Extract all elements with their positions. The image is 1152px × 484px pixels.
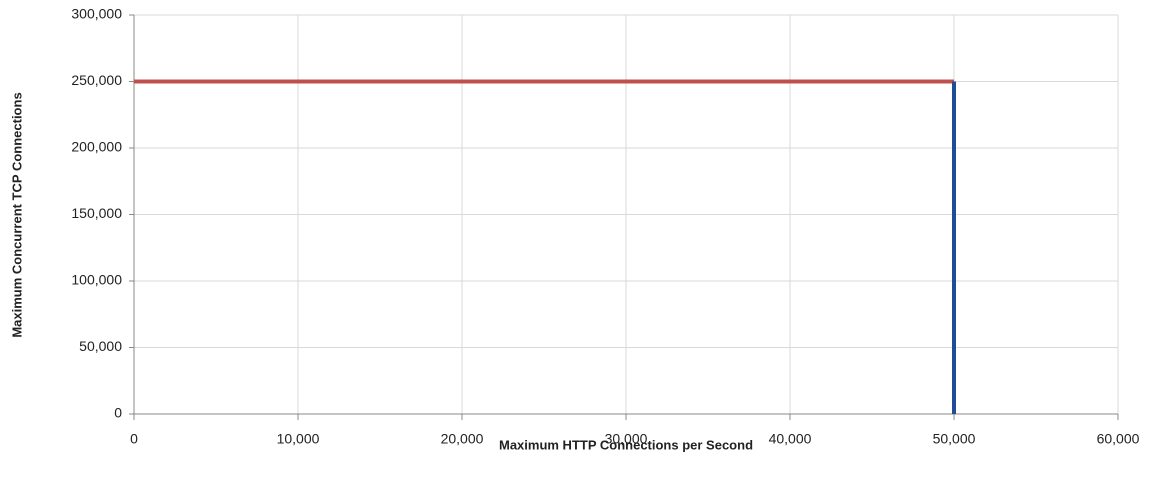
x-tick-label: 50,000	[933, 431, 976, 447]
x-tick-label: 60,000	[1097, 431, 1140, 447]
x-tick-label: 30,000	[605, 431, 648, 447]
x-tick-label: 0	[130, 431, 138, 447]
y-tick-label: 0	[114, 405, 122, 421]
x-axis-title: Maximum HTTP Connections per Second	[499, 437, 753, 452]
x-tick-label: 10,000	[277, 431, 320, 447]
y-tick-label: 250,000	[71, 72, 122, 88]
y-axis-title: Maximum Concurrent TCP Connections	[9, 92, 24, 337]
y-tick-label: 50,000	[79, 338, 122, 354]
x-tick-label: 40,000	[769, 431, 812, 447]
y-tick-label: 300,000	[71, 6, 122, 22]
y-tick-label: 200,000	[71, 139, 122, 155]
x-tick-label: 20,000	[441, 431, 484, 447]
y-tick-label: 100,000	[71, 272, 122, 288]
y-tick-label: 150,000	[71, 205, 122, 221]
